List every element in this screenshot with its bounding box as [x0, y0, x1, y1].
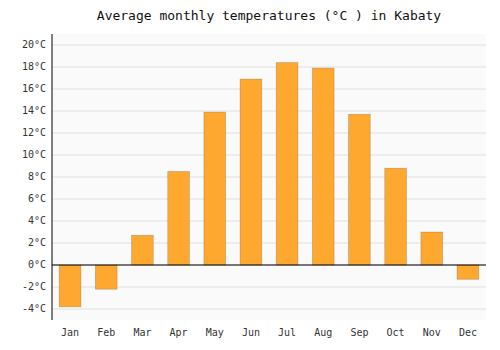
bar — [204, 112, 226, 265]
y-axis-line — [52, 34, 53, 320]
x-tick-label: Feb — [97, 327, 115, 338]
grid-line — [52, 309, 486, 310]
x-tick-label: Aug — [314, 327, 332, 338]
x-tick-label: Oct — [387, 327, 405, 338]
y-tick-label: 2°C — [28, 237, 46, 248]
x-tick-label: Mar — [133, 327, 151, 338]
grid-line — [52, 45, 486, 46]
bar — [168, 172, 190, 266]
y-tick-label: 6°C — [28, 193, 46, 204]
bar — [132, 235, 154, 265]
grid-line — [52, 67, 486, 68]
chart-svg: -4°C -2°C 0°C 2°C 4°C 6°C 8°C 10°C 12°C 14°C 16°C 1… — [0, 0, 500, 350]
bars — [59, 63, 479, 307]
grid-line — [52, 221, 486, 222]
bar — [421, 232, 443, 265]
bar — [276, 63, 298, 265]
bar — [59, 265, 81, 307]
y-tick-label: 8°C — [28, 171, 46, 182]
zero-line — [52, 264, 486, 265]
y-tick-label: 18°C — [22, 61, 46, 72]
x-tick-label: Jun — [242, 327, 260, 338]
y-tick-label: 10°C — [22, 149, 46, 160]
x-tick-label: Sep — [350, 327, 368, 338]
y-tick-label: -2°C — [22, 281, 46, 292]
grid-line — [52, 177, 486, 178]
grid-line — [52, 89, 486, 90]
y-tick-label: 0°C — [28, 259, 46, 270]
grid-line — [52, 155, 486, 156]
x-tick-label: May — [206, 327, 224, 338]
grid-line — [52, 265, 486, 266]
grid-line — [52, 133, 486, 134]
y-tick-labels: -4°C -2°C 0°C 2°C 4°C 6°C 8°C 10°C 12°C 14°C 16°C 1… — [22, 39, 46, 314]
chart-container: -4°C -2°C 0°C 2°C 4°C 6°C 8°C 10°C 12°C 14°C 16°C 1… — [0, 0, 500, 350]
x-tick-label: Nov — [423, 327, 441, 338]
grid-line — [52, 111, 486, 112]
y-tick-label: 16°C — [22, 83, 46, 94]
x-tick-label: Jan — [61, 327, 79, 338]
bar — [349, 114, 371, 265]
grid-line — [52, 199, 486, 200]
x-tick-label: Apr — [170, 327, 188, 338]
bar — [95, 265, 117, 289]
y-tick-label: 20°C — [22, 39, 46, 50]
x-tick-labels: Jan Feb Mar Apr May Jun Jul Aug Sep Oct Nov Dec — [61, 327, 477, 338]
y-tick-label: 4°C — [28, 215, 46, 226]
y-grid — [52, 45, 486, 309]
x-tick-label: Dec — [459, 327, 477, 338]
y-tick-label: 14°C — [22, 105, 46, 116]
bar — [385, 168, 407, 265]
bar — [457, 265, 479, 279]
bar — [312, 68, 334, 265]
x-tick-label: Jul — [278, 327, 296, 338]
bar — [240, 79, 262, 265]
y-tick-label: -4°C — [22, 303, 46, 314]
y-tick-label: 12°C — [22, 127, 46, 138]
chart-title: Average monthly temperatures (°C ) in Ka… — [97, 8, 442, 23]
plot-background — [52, 34, 486, 320]
